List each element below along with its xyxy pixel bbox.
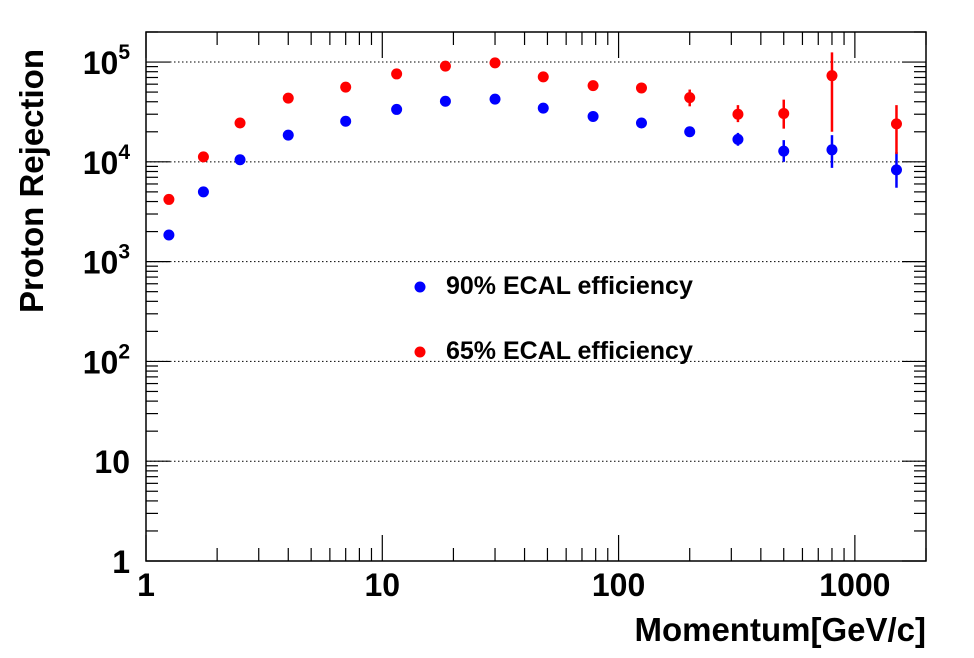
legend-label: 65% ECAL efficiency: [446, 337, 693, 365]
y-tick-label: 10: [94, 444, 130, 480]
x-tick-label: 1: [137, 567, 155, 603]
legend-marker: [414, 281, 426, 293]
y-tick-label: 104: [83, 141, 131, 181]
data-point: [234, 117, 246, 129]
gridlines: [146, 61, 926, 462]
data-point: [537, 102, 549, 114]
axis-ticks: [145, 31, 927, 562]
data-point: [391, 68, 403, 80]
x-axis-title: Momentum[GeV/c]: [634, 611, 926, 648]
legend-label: 90% ECAL efficiency: [446, 272, 693, 300]
data-point: [234, 154, 246, 166]
data-point: [537, 71, 549, 83]
data-point: [163, 193, 175, 205]
data-point: [282, 92, 294, 104]
data-point: [489, 57, 501, 69]
data-point: [439, 95, 451, 107]
data-point: [890, 164, 902, 176]
data-point: [489, 93, 501, 105]
data-point: [778, 145, 790, 157]
data-point: [163, 229, 175, 241]
data-point: [635, 117, 647, 129]
data-point: [684, 92, 696, 104]
plot-border: [145, 31, 927, 562]
x-tick-label: 10: [364, 567, 400, 603]
y-tick-label: 103: [83, 241, 130, 281]
data-point: [826, 70, 838, 82]
x-tick-label: 100: [592, 567, 645, 603]
series-blue: [163, 93, 902, 241]
y-tick-label: 102: [83, 340, 130, 380]
data-point: [391, 103, 403, 115]
data-point: [826, 144, 838, 156]
y-axis-title: Proton Rejection: [13, 49, 50, 313]
data-point: [635, 82, 647, 94]
legend: 90% ECAL efficiency 65% ECAL efficiency: [414, 272, 693, 365]
data-point: [340, 81, 352, 93]
data-point: [197, 186, 209, 198]
data-point: [732, 133, 744, 145]
data-point: [439, 60, 451, 72]
data-point: [587, 110, 599, 122]
series-red: [163, 52, 902, 205]
data-point: [587, 80, 599, 92]
plot-frame: [145, 31, 927, 562]
data-point: [197, 151, 209, 163]
y-tick-label: 1: [112, 544, 130, 580]
data-point: [282, 129, 294, 141]
data-point: [890, 118, 902, 130]
x-tick-label: 1000: [819, 567, 890, 603]
legend-marker: [414, 346, 426, 358]
data-point: [340, 115, 352, 127]
y-tick-label: 105: [83, 41, 131, 81]
data-series: [163, 52, 902, 241]
data-point: [684, 126, 696, 138]
tick-labels: 1 10 100 1000 1 10 102 103 104 105: [83, 41, 891, 603]
data-point: [732, 108, 744, 120]
data-point: [778, 108, 790, 120]
